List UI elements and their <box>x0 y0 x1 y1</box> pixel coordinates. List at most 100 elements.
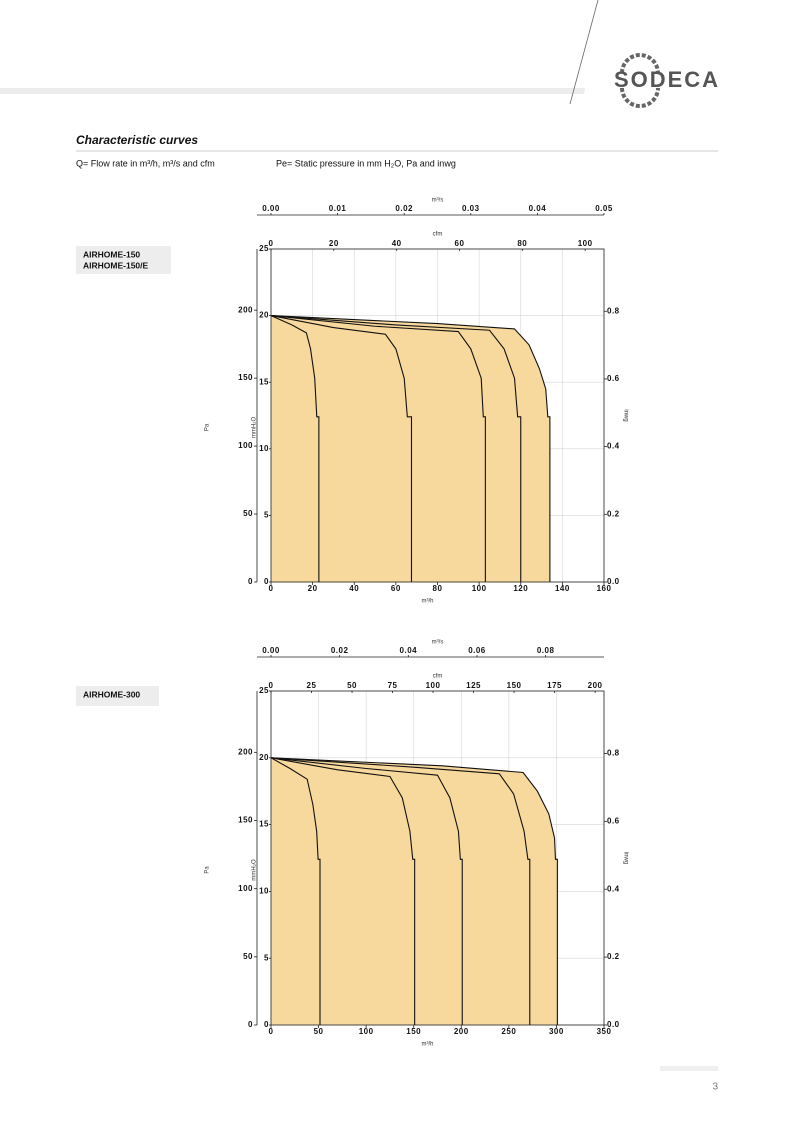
y-tick-label: 150 <box>238 816 253 825</box>
y3-tick-label: 0.8 <box>607 749 620 758</box>
y2-tick-label: 20 <box>259 311 269 320</box>
note: Q= Flow rate in m³/h, m³/s and cfm <box>76 158 215 168</box>
logo-gear <box>620 53 660 74</box>
x2-tick-label: 0.04 <box>529 204 547 213</box>
header-slash <box>569 0 599 105</box>
y-tick-label: 50 <box>243 509 253 518</box>
curve <box>270 757 558 1025</box>
x3-tick-label: 40 <box>392 239 402 248</box>
y-tick-label: 200 <box>238 747 253 756</box>
x-tick-label: 300 <box>549 1027 564 1036</box>
x3-tick-label: 20 <box>329 239 339 248</box>
y2-axis-label: mmH₂O <box>252 417 258 439</box>
logo-gear <box>620 87 660 108</box>
x2-tick-label: 0.02 <box>331 646 349 655</box>
x2-tick-label: 0.00 <box>262 646 280 655</box>
y3-axis-label: inwg <box>622 852 628 864</box>
curve <box>270 757 321 1025</box>
x3-tick-label: 100 <box>426 681 441 690</box>
y2-tick-label: 25 <box>259 244 269 253</box>
y2-tick-label: 15 <box>259 820 269 829</box>
y3-tick-label: 0.4 <box>607 442 620 451</box>
y3-tick-label: 0.6 <box>607 374 620 383</box>
y3-axis-label: inwg <box>622 409 628 421</box>
model-box <box>76 686 159 706</box>
x-tick-label: 350 <box>597 1027 612 1036</box>
header-band <box>0 88 585 94</box>
curve <box>270 315 522 582</box>
curve <box>270 315 551 582</box>
y2-tick-label: 0 <box>264 577 269 586</box>
x-tick-label: 250 <box>501 1027 516 1036</box>
x-tick-label: 100 <box>472 584 487 593</box>
x-tick-label: 80 <box>433 584 443 593</box>
x-axis-label: m³/h <box>422 1042 434 1048</box>
y3-tick-label: 0.6 <box>607 816 620 825</box>
x3-tick-label: 100 <box>578 239 593 248</box>
x3-tick-label: 150 <box>507 681 522 690</box>
x2-axis-label: m³/s <box>432 640 444 646</box>
x3-axis-label: cfm <box>433 674 443 680</box>
x-tick-label: 40 <box>349 584 359 593</box>
x3-tick-label: 125 <box>466 681 481 690</box>
x3-tick-label: 175 <box>547 681 562 690</box>
x-tick-label: 120 <box>513 584 528 593</box>
curve <box>270 315 486 582</box>
x2-tick-label: 0.04 <box>400 646 418 655</box>
x2-tick-label: 0.01 <box>329 204 347 213</box>
y3-tick-label: 0.0 <box>607 1020 620 1029</box>
y2-tick-label: 0 <box>264 1020 269 1029</box>
curve <box>270 315 413 582</box>
note: Pe= Static pressure in mm H₂O, Pa and in… <box>276 158 456 168</box>
y2-tick-label: 15 <box>259 377 269 386</box>
x-axis-label: m³/h <box>422 599 434 605</box>
y3-tick-label: 0.8 <box>607 306 620 315</box>
y2-tick-label: 5 <box>264 511 269 520</box>
area-fill <box>271 757 320 1025</box>
x-tick-label: 100 <box>359 1027 374 1036</box>
model-label: AIRHOME-300 <box>83 689 140 699</box>
x-tick-label: 0 <box>269 584 274 593</box>
y2-tick-label: 10 <box>259 887 269 896</box>
curve <box>270 757 531 1025</box>
y3-tick-label: 0.2 <box>607 952 620 961</box>
x2-tick-label: 0.06 <box>468 646 486 655</box>
x-tick-label: 160 <box>597 584 612 593</box>
y-axis-label: Pa <box>205 866 211 874</box>
y-tick-label: 0 <box>248 577 253 586</box>
plot-frame <box>270 690 605 1026</box>
model-box <box>76 246 171 274</box>
section-title: Characteristic curves <box>76 133 198 147</box>
x3-tick-label: 0 <box>269 239 274 248</box>
x3-tick-label: 0 <box>269 681 274 690</box>
x3-tick-label: 60 <box>455 239 465 248</box>
y2-tick-label: 20 <box>259 753 269 762</box>
x2-tick-label: 0.02 <box>395 204 413 213</box>
y-tick-label: 100 <box>238 441 253 450</box>
y-tick-label: 150 <box>238 373 253 382</box>
y2-tick-label: 25 <box>259 686 269 695</box>
x2-tick-label: 0.03 <box>462 204 480 213</box>
curve <box>270 757 416 1025</box>
y3-tick-label: 0.0 <box>607 577 620 586</box>
area-fill <box>271 315 319 582</box>
y-axis-label: Pa <box>205 423 211 431</box>
y-tick-label: 100 <box>238 884 253 893</box>
x3-tick-label: 25 <box>307 681 317 690</box>
y2-tick-label: 5 <box>264 953 269 962</box>
curve <box>270 757 463 1025</box>
x3-axis-label: cfm <box>433 232 443 238</box>
y3-tick-label: 0.2 <box>607 509 620 518</box>
footer-bar <box>660 1066 718 1071</box>
x-tick-label: 0 <box>269 1027 274 1036</box>
y2-tick-label: 10 <box>259 444 269 453</box>
x3-tick-label: 50 <box>347 681 357 690</box>
y3-tick-label: 0.4 <box>607 884 620 893</box>
y-tick-label: 0 <box>248 1020 253 1029</box>
x2-tick-label: 0.08 <box>537 646 555 655</box>
x2-axis-label: m³/s <box>432 198 444 204</box>
y-tick-label: 50 <box>243 952 253 961</box>
